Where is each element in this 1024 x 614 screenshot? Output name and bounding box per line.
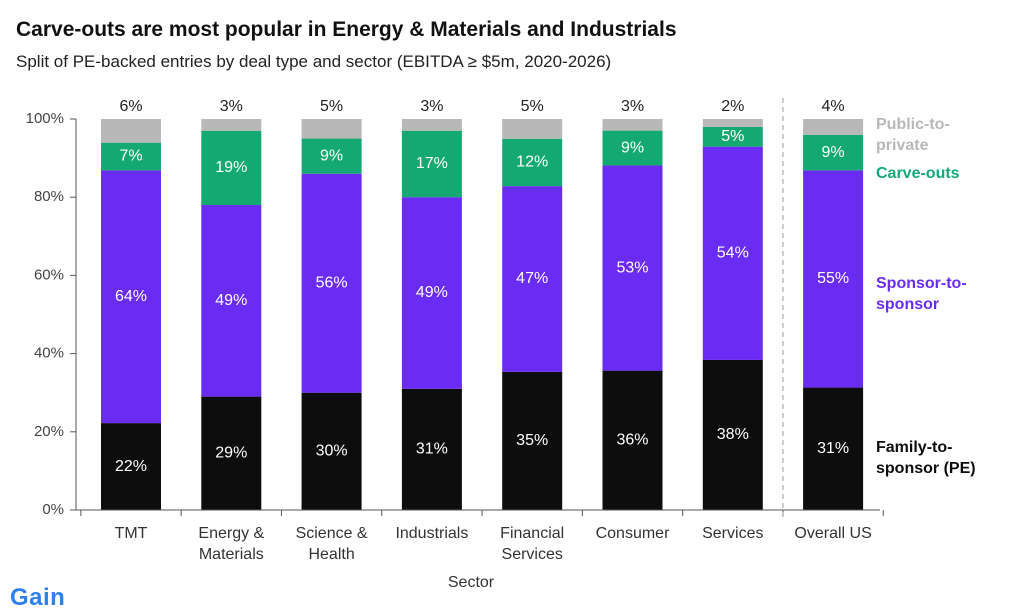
x-tick-label: Science & Health — [296, 525, 368, 563]
y-tick-label: 60% — [34, 266, 64, 283]
x-tick-label: TMT — [115, 525, 148, 542]
bar-segment — [201, 396, 262, 510]
x-axis: TMT Energy & Materials Science & Health Indus… — [76, 98, 884, 591]
bar-segment — [702, 359, 763, 510]
bar-segment — [602, 165, 663, 371]
bar-segment — [602, 119, 663, 131]
bar-segment — [602, 370, 663, 510]
bar-segment — [803, 119, 864, 135]
legend-entry: Family-to-sponsor (PE) — [876, 439, 976, 477]
bar-segment — [301, 392, 362, 510]
bar-value-label: 38% — [717, 426, 749, 443]
bar-segment — [401, 388, 462, 510]
bar-segment — [301, 119, 362, 139]
bar-value-label: 55% — [817, 270, 849, 287]
bar-value-label: 49% — [215, 292, 247, 309]
bar-value-label: 22% — [115, 458, 147, 475]
bar-value-label: 53% — [616, 259, 648, 276]
bar-segment — [803, 134, 864, 171]
bar-segment — [702, 119, 763, 127]
bar-segment — [502, 186, 563, 372]
bar-segment — [101, 170, 161, 424]
y-tick-label: 20% — [34, 423, 64, 440]
bar-value-label: 54% — [717, 245, 749, 262]
x-tick-label: Energy & Materials — [198, 525, 264, 563]
bar-value-label: 2% — [721, 98, 744, 115]
bar-segment — [502, 119, 563, 139]
bar-value-label: 19% — [215, 159, 247, 176]
bar-value-label: 64% — [115, 288, 147, 305]
bar-value-label: 4% — [822, 98, 845, 115]
bar-value-label: 31% — [817, 440, 849, 457]
bar-segment — [401, 197, 462, 389]
bar-segment — [101, 142, 161, 171]
bar-segment — [803, 387, 864, 510]
bar-value-label: 6% — [119, 98, 142, 115]
y-tick-label: 80% — [34, 188, 64, 205]
bar-value-label: 5% — [320, 98, 343, 115]
x-tick-label: Services — [702, 525, 763, 542]
bar-value-label: 47% — [516, 270, 548, 287]
legend: Family-to-sponsor (PE) Sponsor-to-sponsor… — [876, 116, 976, 477]
bar-value-label: 30% — [316, 443, 348, 460]
bar-segment — [301, 138, 362, 174]
legend-entry: Sponsor-to-sponsor — [876, 275, 967, 313]
bar-value-label: 7% — [119, 148, 142, 165]
bar-value-label: 35% — [516, 432, 548, 449]
y-tick-label: 100% — [26, 110, 64, 127]
y-axis: 0% 20% 40% 60% 80% 100% — [26, 110, 77, 518]
bar-segment — [101, 423, 161, 510]
x-tick-label: Overall US — [794, 525, 871, 542]
x-tick-label: Financial Services — [500, 525, 564, 563]
x-axis-title: Sector — [448, 574, 495, 591]
bar-value-label: 56% — [316, 274, 348, 291]
bar-segment — [602, 130, 663, 166]
bar-value-label: 49% — [416, 284, 448, 301]
legend-entry: Carve-outs — [876, 165, 960, 182]
bars: 22% 64% 7% 6% 29% 49% 19% 3% 30% 56% 9% 5% 31% 49% 17%… — [101, 98, 864, 510]
bar-value-label: 9% — [320, 147, 343, 164]
bar-value-label: 31% — [416, 441, 448, 458]
bar-segment — [401, 130, 462, 198]
bar-value-label: 12% — [516, 154, 548, 171]
bar-value-label: 36% — [616, 432, 648, 449]
bar-segment — [401, 119, 462, 131]
legend-entry: Public-to-private — [876, 116, 950, 154]
x-tick-label: Industrials — [395, 525, 468, 542]
bar-value-label: 29% — [215, 445, 247, 462]
bar-segment — [803, 170, 864, 388]
y-tick-label: 40% — [34, 345, 64, 362]
bar-value-label: 9% — [822, 144, 845, 161]
gain-logo: Gain — [10, 584, 66, 611]
bar-value-label: 5% — [721, 128, 744, 145]
chart-subtitle: Split of PE-backed entries by deal type … — [16, 52, 612, 71]
chart-title: Carve-outs are most popular in Energy & … — [16, 18, 677, 41]
bar-value-label: 5% — [521, 98, 544, 115]
bar-segment — [201, 205, 262, 397]
bar-segment — [502, 371, 563, 510]
bar-segment — [702, 126, 763, 147]
bar-value-label: 9% — [621, 139, 644, 156]
bar-segment — [502, 138, 563, 187]
bar-segment — [201, 130, 262, 206]
bar-value-label: 3% — [220, 98, 243, 115]
bar-segment — [201, 119, 262, 131]
bar-value-label: 3% — [621, 98, 644, 115]
y-tick-label: 0% — [42, 501, 64, 518]
bar-segment — [702, 146, 763, 360]
bar-segment — [301, 173, 362, 393]
bar-value-label: 17% — [416, 155, 448, 172]
bar-segment — [101, 119, 161, 143]
x-tick-label: Consumer — [596, 525, 670, 542]
bar-value-label: 3% — [420, 98, 443, 115]
